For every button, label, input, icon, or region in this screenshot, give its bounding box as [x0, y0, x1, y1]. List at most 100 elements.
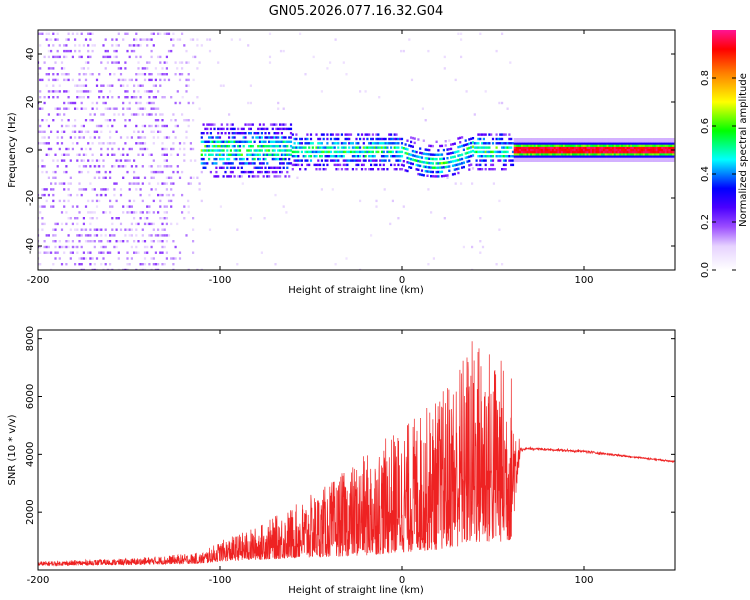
spectrogram-signal-cell	[364, 146, 367, 149]
spectrogram-carrier-cell	[615, 155, 618, 158]
spectrogram-signal-cell	[446, 161, 449, 164]
spectrogram-carrier-cell	[635, 148, 638, 152]
spectrogram-signal-cell	[299, 146, 302, 149]
spectrogram-signal-cell	[510, 159, 513, 162]
spectrogram-carrier-cell	[561, 159, 564, 162]
spectrogram-carrier-cell	[639, 155, 642, 158]
spectrogram-noise-cell	[98, 124, 101, 128]
spectrogram-noise-cell	[183, 159, 186, 162]
spectrogram-noise-cell	[84, 130, 88, 133]
spectrogram-faint-cell	[238, 38, 242, 41]
spectrogram-faint-cell	[389, 222, 392, 226]
spectrogram-noise-cell	[148, 61, 151, 64]
spectrogram-faint-cell	[222, 84, 225, 87]
spectrogram-faint-cell	[501, 263, 504, 266]
spectrogram-noise-cell	[117, 240, 120, 243]
spectrogram-carrier-cell	[570, 159, 573, 162]
spectrogram-signal-cell	[484, 142, 487, 145]
spectrogram-noise-cell	[133, 217, 136, 220]
spectrogram-carrier-cell	[663, 144, 666, 147]
spectrogram-noise-cell	[98, 170, 101, 174]
spectrogram-carrier-cell	[621, 157, 624, 160]
spectrogram-carrier-cell	[650, 142, 653, 145]
spectrogram-signal-cell	[440, 162, 444, 165]
spectrogram-noise-cell	[198, 188, 201, 191]
spectrogram-signal-cell	[362, 159, 365, 162]
spectrogram-noise-cell	[74, 119, 77, 122]
spectrogram-noise-cell	[178, 251, 182, 254]
spectrogram-noise-cell	[52, 234, 55, 237]
spectrogram-faint-cell	[285, 211, 288, 214]
spectrogram-noise-cell	[150, 188, 153, 191]
spectrogram-noise-cell	[159, 251, 162, 254]
spectrogram-noise-cell	[78, 55, 81, 59]
spectrogram-signal-cell	[262, 162, 265, 165]
spectrogram-faint-cell	[498, 199, 501, 203]
spectrogram-noise-cell	[141, 153, 144, 156]
spectrogram-signal-cell	[222, 175, 225, 178]
spectrogram-noise-cell	[174, 257, 177, 260]
spectrogram-signal-cell	[395, 150, 398, 154]
spectrogram-carrier-cell	[531, 138, 535, 141]
spectrogram-signal-cell	[224, 132, 227, 135]
spectrogram-signal-cell	[273, 140, 276, 143]
spectrogram-signal-cell	[351, 146, 354, 149]
spectrogram-signal-cell	[379, 159, 382, 162]
spectrogram-carrier-cell	[561, 153, 564, 156]
spectrogram-signal-cell	[244, 140, 247, 143]
spectrogram-carrier-cell	[668, 157, 671, 160]
spectrogram-carrier-cell	[579, 140, 582, 143]
snr-y-tick-label: 6000	[25, 384, 36, 409]
spectrogram-signal-cell	[251, 136, 254, 139]
spectrogram-noise-cell	[152, 44, 155, 47]
spectrogram-signal-cell	[468, 164, 471, 167]
spectrogram-noise-cell	[111, 228, 114, 231]
spectrogram-faint-cell	[277, 107, 280, 110]
spectrogram-signal-cell	[289, 127, 293, 131]
spectrogram-noise-cell	[56, 32, 59, 35]
spectrogram-signal-cell	[299, 168, 302, 171]
spectrogram-noise-cell	[41, 142, 44, 145]
spectrogram-noise-cell	[159, 113, 162, 116]
spectrogram-signal-cell	[293, 163, 296, 167]
spectrogram-noise-cell	[119, 222, 123, 226]
spectrogram-carrier-cell	[595, 140, 598, 143]
spectrogram-noise-cell	[170, 205, 173, 208]
spectrogram-carrier-cell	[613, 138, 616, 141]
spectrogram-signal-cell	[204, 166, 207, 169]
spectrogram-signal-cell	[262, 175, 265, 178]
spectrogram-signal-cell	[346, 133, 349, 136]
spectrogram-noise-cell	[154, 268, 157, 270]
spectrogram-noise-cell	[170, 176, 173, 179]
spectrogram-noise-cell	[80, 234, 83, 237]
spectrogram-carrier-cell	[595, 138, 598, 141]
spectrogram-noise-cell	[67, 107, 70, 110]
spectrogram-signal-cell	[382, 155, 385, 158]
spectrogram-noise-cell	[76, 32, 79, 35]
spectrogram-faint-cell	[391, 199, 394, 203]
spectrogram-signal-cell	[451, 155, 455, 159]
spectrogram-noise-cell	[74, 44, 77, 47]
spectrogram-noise-cell	[74, 130, 77, 133]
spectrogram-noise-cell	[146, 251, 149, 254]
spectrogram-noise-cell	[165, 251, 168, 254]
spectrogram-noise-cell	[87, 159, 90, 162]
spectrogram-signal-cell	[351, 155, 354, 158]
spectrogram-signal-cell	[215, 157, 218, 161]
spectrogram-noise-cell	[143, 124, 147, 128]
spectrogram-signal-cell	[218, 127, 222, 131]
spectrogram-noise-cell	[69, 257, 72, 260]
spectrogram-noise-cell	[80, 90, 83, 93]
spectrogram-noise-cell	[181, 61, 184, 64]
spectrogram-carrier-cell	[552, 155, 555, 158]
spectrogram-carrier-cell	[564, 142, 567, 145]
spectrogram-signal-cell	[446, 152, 449, 156]
spectrogram-noise-cell	[76, 234, 79, 237]
spectrogram-faint-cell	[320, 188, 323, 191]
spectrogram-carrier-cell	[643, 151, 646, 154]
spectrogram-signal-cell	[226, 153, 229, 156]
spectrogram-signal-cell	[360, 150, 364, 154]
spectrogram-noise-cell	[65, 90, 68, 93]
spectrogram-signal-cell	[346, 159, 349, 162]
spectrogram-signal-cell	[393, 155, 396, 158]
